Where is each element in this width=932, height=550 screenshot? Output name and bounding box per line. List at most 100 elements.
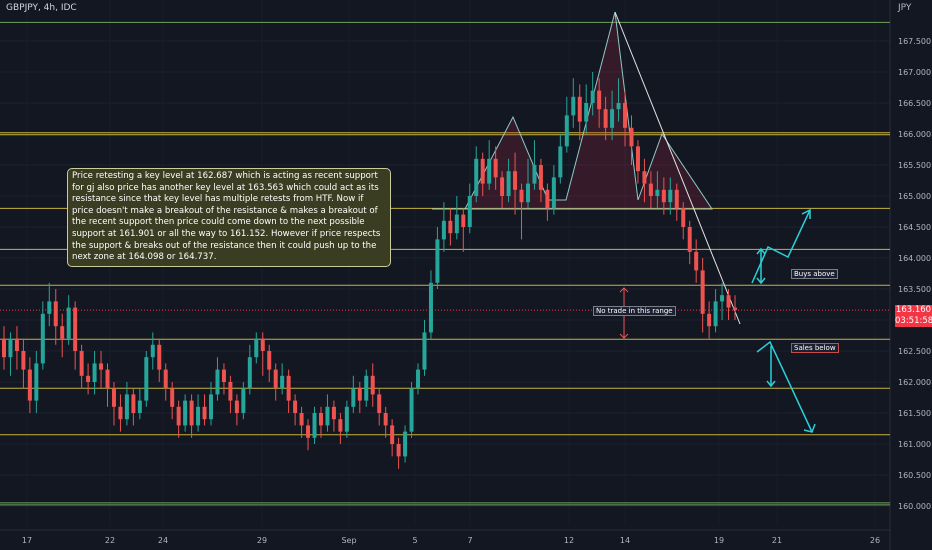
candle-body	[377, 394, 382, 413]
candle-body	[467, 196, 472, 227]
candle-body	[228, 382, 233, 401]
candle-body	[558, 146, 563, 178]
candle-body	[584, 103, 589, 122]
x-tick-label: 21	[772, 536, 782, 545]
candle-body	[202, 406, 207, 420]
x-tick-label: 17	[22, 536, 32, 545]
candle-body	[234, 400, 239, 413]
last-price: 163.160	[895, 305, 932, 315]
candle-body	[448, 220, 453, 234]
x-tick-label: 19	[714, 536, 724, 545]
candle-body	[454, 214, 459, 234]
x-tick-label: 26	[870, 536, 880, 545]
candle-body	[260, 338, 265, 351]
candle-body	[53, 301, 58, 327]
candle-body	[513, 171, 518, 190]
candle-body	[241, 388, 246, 413]
candle-body	[105, 369, 110, 389]
candle-body	[150, 344, 155, 358]
candle-body	[713, 301, 718, 327]
no-trade-label[interactable]: No trade in this range	[593, 306, 676, 316]
candle-body	[428, 282, 433, 333]
candle-body	[500, 177, 505, 196]
candle-body	[183, 400, 188, 426]
trendline	[614, 11, 741, 325]
candle-body	[668, 189, 673, 203]
candle-body	[351, 388, 356, 407]
candle-body	[506, 171, 511, 196]
candle-body	[616, 103, 621, 110]
candle-body	[519, 189, 524, 203]
bar-countdown: 03:51:58	[895, 316, 932, 326]
candle-body	[435, 239, 440, 283]
candle-body	[655, 189, 660, 196]
y-tick-label: 161.500	[898, 409, 931, 418]
candle-body	[118, 406, 123, 420]
candle-body	[694, 251, 699, 271]
range-arrows	[619, 287, 629, 339]
candle-body	[144, 357, 149, 401]
candle-body	[14, 338, 19, 351]
candle-body	[422, 332, 427, 370]
x-tick-label: 12	[564, 536, 574, 545]
candle-body	[21, 351, 26, 370]
candle-body	[577, 96, 582, 122]
candle-body	[157, 344, 162, 370]
candle-body	[34, 363, 39, 401]
y-tick-label: 167.500	[898, 37, 931, 46]
symbol-label[interactable]: GBPJPY, 4h, IDC	[6, 3, 77, 13]
candle-body	[687, 227, 692, 252]
candle-body	[293, 400, 298, 413]
candle-body	[66, 307, 71, 339]
candle-body	[661, 189, 666, 203]
candle-body	[306, 425, 311, 438]
y-tick-label: 163.500	[898, 285, 931, 294]
arrow-head	[803, 423, 816, 433]
candle-body	[247, 357, 252, 389]
candle-body	[720, 295, 725, 302]
y-tick-label: 164.500	[898, 223, 931, 232]
candle-body	[474, 158, 479, 196]
sales-below-label[interactable]: Sales below	[791, 343, 839, 353]
candle-body	[396, 444, 401, 457]
candle-body	[196, 406, 201, 426]
candle-body	[8, 338, 13, 358]
candle-body	[92, 363, 97, 382]
candle-body	[273, 369, 278, 389]
x-tick-label: 14	[620, 536, 630, 545]
candle-body	[318, 413, 323, 426]
candle-body	[27, 369, 32, 401]
candle-body	[733, 307, 737, 311]
candle-body	[648, 183, 653, 196]
buys-above-label[interactable]: Buys above	[791, 269, 838, 279]
candle-body	[409, 388, 414, 432]
candle-body	[2, 338, 6, 358]
x-tick-label: 5	[412, 536, 417, 545]
candle-body	[564, 115, 569, 147]
candle-body	[124, 394, 129, 420]
x-tick-label: 24	[158, 536, 168, 545]
x-tick-label: 7	[467, 536, 472, 545]
y-tick-label: 165.500	[898, 161, 931, 170]
arrow-head	[766, 380, 776, 388]
candle-body	[461, 214, 466, 227]
currency-label: JPY	[898, 3, 912, 13]
candle-body	[47, 301, 52, 314]
candle-body	[131, 394, 136, 413]
candle-body	[111, 388, 116, 407]
candle-body	[390, 425, 395, 444]
candle-body	[60, 326, 65, 339]
x-tick-label: Sep	[341, 536, 356, 545]
candle-body	[176, 406, 181, 426]
arrow-head	[801, 208, 811, 219]
candle-body	[286, 375, 291, 401]
candle-body	[325, 406, 330, 426]
analysis-note[interactable]: Price retesting a key level at 162.687 w…	[67, 168, 391, 267]
candle-body	[674, 189, 679, 209]
candle-body	[312, 413, 317, 438]
candle-body	[610, 109, 615, 128]
candle-body	[571, 96, 576, 116]
candle-body	[73, 307, 78, 351]
